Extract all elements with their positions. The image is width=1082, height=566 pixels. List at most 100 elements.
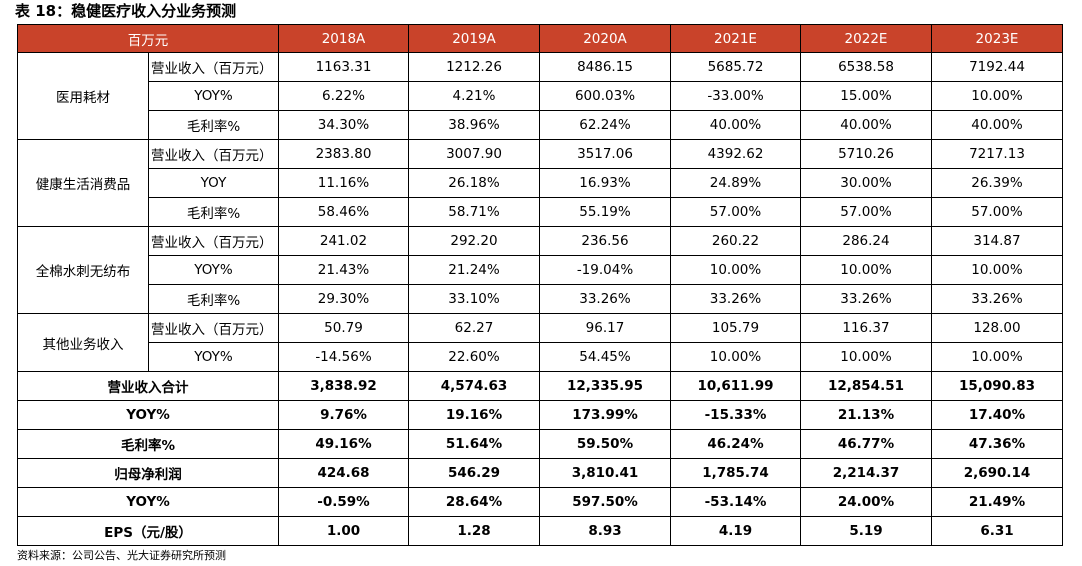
value-cell: 57.00% xyxy=(800,197,932,227)
summary-value: 8.93 xyxy=(539,516,671,546)
forecast-table: 百万元 2018A 2019A 2020A 2021E 2022E 2023E … xyxy=(17,24,1063,546)
value-cell: 57.00% xyxy=(931,197,1063,227)
summary-value: 2,214.37 xyxy=(800,458,932,488)
table-body: 医用耗材 营业收入（百万元） 1163.31 1212.26 8486.15 5685.7… xyxy=(17,52,1063,546)
value-cell: 16.93% xyxy=(539,168,671,198)
summary-label: 毛利率% xyxy=(17,429,279,459)
value-cell: 30.00% xyxy=(800,168,932,198)
header-unit: 百万元 xyxy=(17,24,279,53)
value-cell: 292.20 xyxy=(408,226,540,256)
summary-value: 12,335.95 xyxy=(539,371,671,401)
value-cell: 1212.26 xyxy=(408,52,540,82)
value-cell: 7192.44 xyxy=(931,52,1063,82)
summary-value: 3,838.92 xyxy=(278,371,409,401)
value-cell: 62.27 xyxy=(408,313,540,343)
summary-value: 173.99% xyxy=(539,400,671,430)
value-cell: 33.26% xyxy=(670,284,801,314)
value-cell: 38.96% xyxy=(408,110,540,140)
summary-value: 12,854.51 xyxy=(800,371,932,401)
summary-value: 17.40% xyxy=(931,400,1063,430)
summary-value: 1.00 xyxy=(278,516,409,546)
table-row: 其他业务收入 营业收入（百万元） 50.79 62.27 96.17 105.79 116.… xyxy=(17,313,1063,372)
value-cell: 5710.26 xyxy=(800,139,932,169)
table-row: 毛利率% 58.46% 58.71% 55.19% 57.00% 57.00% 57.00% xyxy=(18,197,1063,227)
summary-value: 10,611.99 xyxy=(670,371,801,401)
value-cell: 314.87 xyxy=(931,226,1063,256)
summary-row: YOY% -0.59% 28.64% 597.50% -53.14% 24.00% 21.4… xyxy=(17,487,1063,517)
segment-name: 医用耗材 xyxy=(17,52,149,140)
value-cell: 10.00% xyxy=(670,255,801,285)
value-cell: 10.00% xyxy=(931,255,1063,285)
summary-label: YOY% xyxy=(17,487,279,517)
value-cell: 6538.58 xyxy=(800,52,932,82)
table-row: 毛利率% 29.30% 33.10% 33.26% 33.26% 33.26% 33.26% xyxy=(18,284,1063,314)
value-cell: 5685.72 xyxy=(670,52,801,82)
value-cell: 58.46% xyxy=(278,197,409,227)
header-year: 2023E xyxy=(931,24,1063,53)
header-year: 2019A xyxy=(408,24,540,53)
value-cell: 24.89% xyxy=(670,168,801,198)
row-label: 营业收入（百万元） xyxy=(148,139,279,169)
summary-value: 51.64% xyxy=(408,429,540,459)
value-cell: 4392.62 xyxy=(670,139,801,169)
header-row: 百万元 2018A 2019A 2020A 2021E 2022E 2023E xyxy=(17,24,1063,53)
value-cell: -14.56% xyxy=(278,342,409,372)
value-cell: 55.19% xyxy=(539,197,671,227)
segment-name: 全棉水刺无纺布 xyxy=(17,226,149,314)
summary-label: EPS（元/股） xyxy=(17,516,279,546)
header-year: 2018A xyxy=(278,24,409,53)
summary-row: YOY% 9.76% 19.16% 173.99% -15.33% 21.13% 17.40… xyxy=(17,400,1063,430)
value-cell: 33.10% xyxy=(408,284,540,314)
value-cell: 62.24% xyxy=(539,110,671,140)
summary-row: 毛利率% 49.16% 51.64% 59.50% 46.24% 46.77% 47.36% xyxy=(17,429,1063,459)
summary-value: 9.76% xyxy=(278,400,409,430)
summary-value: 5.19 xyxy=(800,516,932,546)
value-cell: 57.00% xyxy=(670,197,801,227)
segment-name: 其他业务收入 xyxy=(17,313,149,372)
summary-value: 19.16% xyxy=(408,400,540,430)
value-cell: 116.37 xyxy=(800,313,932,343)
value-cell: 26.39% xyxy=(931,168,1063,198)
table-row: YOY% 6.22% 4.21% 600.03% -33.00% 15.00% 10.00% xyxy=(18,81,1063,111)
summary-value: -0.59% xyxy=(278,487,409,517)
summary-value: 546.29 xyxy=(408,458,540,488)
summary-value: -15.33% xyxy=(670,400,801,430)
value-cell: 11.16% xyxy=(278,168,409,198)
value-cell: 40.00% xyxy=(931,110,1063,140)
value-cell: 29.30% xyxy=(278,284,409,314)
value-cell: 8486.15 xyxy=(539,52,671,82)
table-title: 表 18：稳健医疗收入分业务预测 xyxy=(15,2,237,20)
table-row: 全棉水刺无纺布 营业收入（百万元） 241.02 292.20 236.56 260.22… xyxy=(17,226,1063,314)
segment-name: 健康生活消费品 xyxy=(17,139,149,227)
value-cell: 21.24% xyxy=(408,255,540,285)
forecast-table-container: 百万元 2018A 2019A 2020A 2021E 2022E 2023E … xyxy=(17,24,1063,546)
value-cell: 7217.13 xyxy=(931,139,1063,169)
summary-value: 28.64% xyxy=(408,487,540,517)
table-row: 毛利率% 34.30% 38.96% 62.24% 40.00% 40.00% 40.00% xyxy=(18,110,1063,140)
summary-value: 47.36% xyxy=(931,429,1063,459)
value-cell: 1163.31 xyxy=(278,52,409,82)
summary-value: 424.68 xyxy=(278,458,409,488)
value-cell: 3007.90 xyxy=(408,139,540,169)
value-cell: -19.04% xyxy=(539,255,671,285)
value-cell: 241.02 xyxy=(278,226,409,256)
summary-value: 4,574.63 xyxy=(408,371,540,401)
row-label: YOY% xyxy=(148,81,279,111)
summary-value: 3,810.41 xyxy=(539,458,671,488)
value-cell: 33.26% xyxy=(539,284,671,314)
table-header: 百万元 2018A 2019A 2020A 2021E 2022E 2023E xyxy=(17,24,1063,53)
summary-value: 1,785.74 xyxy=(670,458,801,488)
value-cell: 2383.80 xyxy=(278,139,409,169)
header-year: 2022E xyxy=(800,24,932,53)
summary-label: YOY% xyxy=(17,400,279,430)
summary-label: 营业收入合计 xyxy=(17,371,279,401)
header-year: 2020A xyxy=(539,24,671,53)
summary-value: 46.24% xyxy=(670,429,801,459)
summary-value: 46.77% xyxy=(800,429,932,459)
value-cell: 10.00% xyxy=(931,81,1063,111)
summary-row: 营业收入合计 3,838.92 4,574.63 12,335.95 10,611.99… xyxy=(17,371,1063,401)
value-cell: 236.56 xyxy=(539,226,671,256)
value-cell: 50.79 xyxy=(278,313,409,343)
row-label: 营业收入（百万元） xyxy=(148,313,279,343)
table-row: 医用耗材 营业收入（百万元） 1163.31 1212.26 8486.15 5685.7… xyxy=(17,52,1063,140)
